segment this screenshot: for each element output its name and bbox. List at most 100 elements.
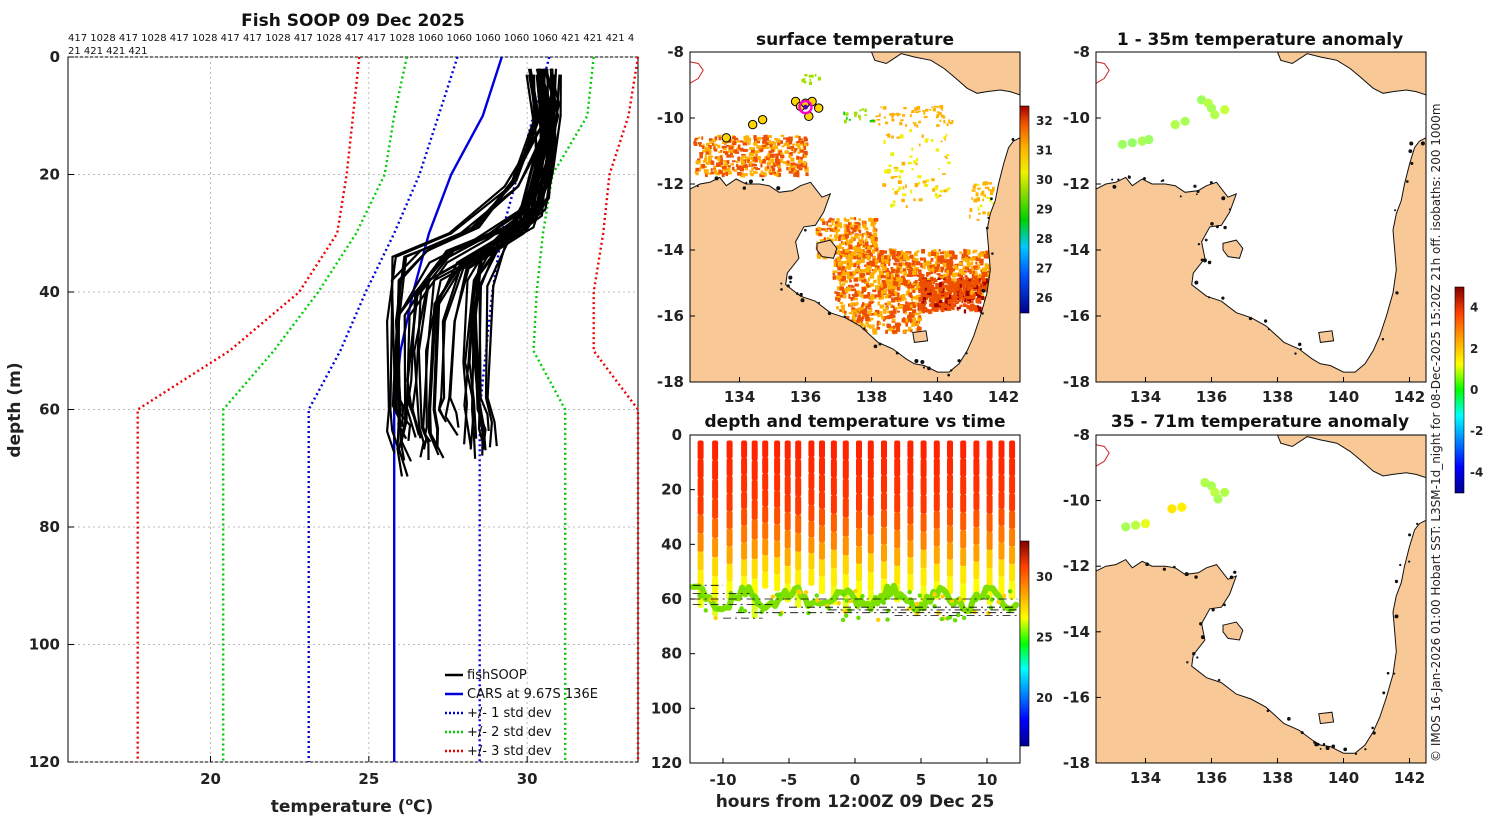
- sst-pixel: [770, 141, 774, 144]
- sst-pixel: [896, 136, 901, 139]
- sst-pixel: [758, 148, 763, 153]
- sst-pixel: [971, 197, 973, 200]
- anom-shallow-islet: [1420, 141, 1425, 146]
- sst-pixel: [848, 245, 853, 250]
- sst-pixel: [920, 257, 924, 261]
- anom-deep-islet: [1194, 575, 1198, 579]
- sst-pixel: [706, 172, 712, 175]
- sst-pixel: [918, 297, 923, 302]
- sst-pixel: [778, 150, 783, 154]
- sst-pixel: [808, 74, 813, 78]
- sst-pixel: [853, 263, 857, 268]
- sst-pixel: [862, 302, 865, 307]
- sst-pixel: [873, 243, 879, 248]
- anom-shallow-xtick-label: 142: [1394, 388, 1425, 406]
- cast-segment: [973, 561, 980, 580]
- sst-pixel: [949, 295, 952, 299]
- sst-pixel: [695, 160, 700, 165]
- anom-deep-islet: [1331, 744, 1336, 749]
- sst-pixel: [911, 110, 915, 113]
- cast-segment: [774, 473, 781, 492]
- sst-pixel: [968, 294, 972, 299]
- sst-pixel: [909, 155, 913, 158]
- sst-pixel: [882, 323, 885, 327]
- sst-pixel: [826, 221, 829, 226]
- cast-segment: [856, 440, 862, 459]
- cast-segment: [1009, 563, 1016, 582]
- cast-segment: [712, 459, 719, 480]
- profile-ytick-label: 100: [29, 636, 60, 654]
- sst-pixel: [709, 160, 713, 165]
- sst-pixel: [920, 291, 925, 295]
- sst-pixel: [851, 294, 855, 297]
- sst-pixel: [723, 160, 727, 163]
- sst-pixel: [936, 273, 941, 276]
- sst-pixel: [869, 295, 872, 299]
- sst-pixel: [837, 262, 843, 267]
- sst-pixel: [927, 281, 933, 286]
- sst-pixel: [786, 160, 790, 164]
- cast-segment: [920, 513, 927, 533]
- sst-pixel: [969, 207, 973, 213]
- sst-pixel: [748, 152, 752, 157]
- sst-pixel: [851, 231, 854, 234]
- anom-shallow-islet: [1204, 238, 1208, 242]
- sst-pixel: [726, 150, 732, 153]
- sst-pixel: [938, 194, 942, 197]
- anom-shallow-ytick-label: -18: [1063, 373, 1090, 391]
- cast-segment: [947, 457, 953, 475]
- cast-segment: [830, 568, 837, 587]
- sst-pixel: [858, 218, 861, 222]
- cast-segment: [795, 514, 802, 534]
- sst-pixel: [783, 137, 786, 140]
- sst-xtick-label: 138: [856, 388, 887, 406]
- sst-pixel: [979, 291, 982, 295]
- sst-pixel: [987, 211, 990, 216]
- cast-segment: [726, 475, 733, 494]
- sst-xtick-label: 134: [724, 388, 755, 406]
- sst-pixel: [946, 187, 951, 190]
- sst-pixel: [750, 148, 755, 153]
- sst-pixel: [749, 147, 754, 150]
- sst-pixel: [730, 140, 733, 143]
- fishsoop-profile-line: [391, 74, 539, 426]
- sst-pixel: [705, 158, 708, 162]
- sst-pixel: [773, 171, 777, 175]
- sst-pixel: [859, 273, 865, 278]
- time-colorbar-tick-label: 20: [1036, 691, 1053, 705]
- sst-pixel: [973, 183, 978, 187]
- cast-segment: [947, 474, 953, 492]
- cast-segment: [907, 557, 914, 575]
- sst-pixel: [862, 244, 866, 247]
- sst-pixel: [922, 265, 926, 269]
- sst-pixel: [976, 197, 981, 202]
- sst-islet: [920, 360, 925, 364]
- sst-pixel: [697, 142, 702, 145]
- sst-pixel: [740, 156, 744, 161]
- sst-pixel: [803, 146, 807, 150]
- sst-pixel: [757, 136, 762, 141]
- sst-pixel: [844, 229, 849, 234]
- bottom-sample-point: [914, 601, 920, 607]
- time-xtick-label: -10: [709, 771, 736, 789]
- anomaly-shallow-map: [1096, 52, 1426, 382]
- sst-pixel: [902, 186, 905, 190]
- cast-segment: [973, 457, 980, 476]
- credit-text: © IMOS 16-Jan-2026 01:00 Hobart SST: L3S…: [1429, 103, 1443, 762]
- sst-pixel: [923, 290, 927, 296]
- bottom-sample-point: [898, 595, 904, 601]
- bottom-sample-point: [848, 598, 853, 604]
- cast-segment: [960, 494, 967, 513]
- sst-pixel: [805, 74, 807, 77]
- sst-pixel: [959, 289, 963, 293]
- sst-pixel: [804, 154, 807, 158]
- cast-segment: [712, 498, 719, 519]
- sst-pixel: [944, 155, 947, 158]
- sst-pixel: [705, 150, 710, 155]
- cast-segment: [712, 557, 719, 577]
- sst-islet: [818, 301, 821, 304]
- sst-pixel: [894, 257, 898, 262]
- sst-islet: [687, 187, 689, 189]
- sst-pixel: [740, 160, 745, 166]
- sst-pixel: [932, 188, 936, 192]
